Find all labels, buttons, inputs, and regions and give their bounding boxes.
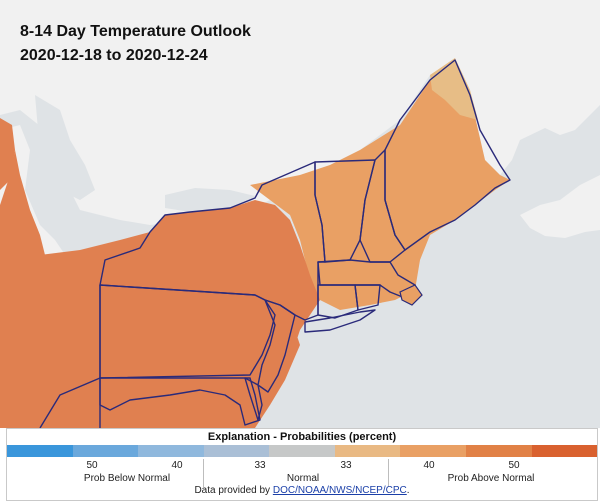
category-label-above: Prob Above Normal xyxy=(447,473,535,484)
legend-swatch-below-33 xyxy=(138,445,204,457)
legend-swatch-below-50 xyxy=(7,445,73,457)
tick-label: 33 xyxy=(340,460,352,471)
legend-swatch-below-33b xyxy=(203,445,270,457)
title-line-1: 8-14 Day Temperature Outlook xyxy=(20,23,251,40)
above-normal-50-michigan xyxy=(0,150,45,258)
credit-link[interactable]: DOC/NOAA/NWS/NCEP/CPC xyxy=(272,485,407,496)
legend-swatch-below-40 xyxy=(72,445,139,457)
above-normal-33-region xyxy=(430,58,478,120)
legend-swatch-above-40 xyxy=(400,445,466,457)
nova-scotia-land xyxy=(520,175,600,238)
tick-label: 50 xyxy=(86,460,98,471)
tick-label: 33 xyxy=(254,460,266,471)
tick-divider xyxy=(203,459,204,487)
category-label-below: Prob Below Normal xyxy=(83,473,171,484)
lake-huron xyxy=(35,95,95,200)
legend-swatch-above-50b xyxy=(531,445,598,457)
lake-ontario xyxy=(165,188,255,212)
tick-label: 40 xyxy=(423,460,435,471)
legend-swatch-above-50 xyxy=(465,445,532,457)
state-borders xyxy=(39,59,511,428)
data-credit: Data provided by DOC/NOAA/NWS/NCEP/CPC. xyxy=(7,485,597,496)
map-title: 8-14 Day Temperature Outlook 2020-12-18 … xyxy=(20,20,251,68)
title-line-2: 2020-12-18 to 2020-12-24 xyxy=(20,47,208,64)
legend-panel: Explanation - Probabilities (percent) 50… xyxy=(6,428,598,501)
credit-suffix: . xyxy=(406,485,410,496)
cape-cod xyxy=(399,284,423,306)
credit-prefix: Data provided by xyxy=(194,485,271,496)
outlook-map xyxy=(0,0,600,428)
legend-title: Explanation - Probabilities (percent) xyxy=(207,431,397,443)
above-normal-50-region xyxy=(0,200,320,428)
category-label-normal: Normal xyxy=(286,473,320,484)
above-normal-40-region xyxy=(250,60,510,310)
legend-swatch-normal xyxy=(269,445,335,457)
legend-color-bar xyxy=(7,445,598,457)
legend-ticks: 50 40 33 33 40 50 Prob Below Normal Norm… xyxy=(7,459,597,489)
tick-divider xyxy=(388,459,389,487)
tick-label: 50 xyxy=(508,460,520,471)
above-normal-50-mid-atlantic xyxy=(248,300,300,428)
tick-label: 40 xyxy=(171,460,183,471)
legend-swatch-above-33 xyxy=(334,445,401,457)
land-north xyxy=(0,0,600,225)
above-normal-50-chicago xyxy=(0,118,15,190)
